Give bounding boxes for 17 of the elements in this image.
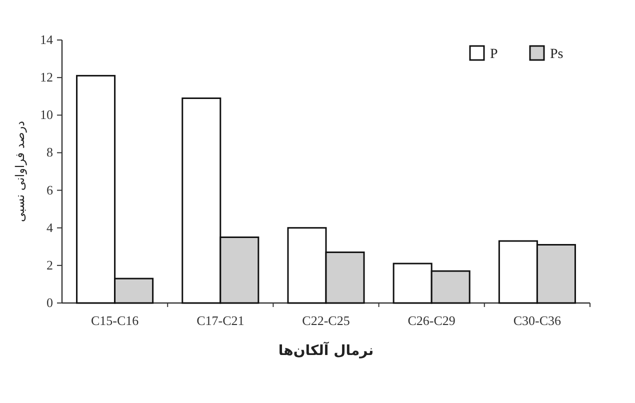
y-tick-label: 4 (46, 220, 54, 235)
x-tick-label: C26-C29 (408, 313, 456, 328)
x-tick-label: C17-C21 (196, 313, 244, 328)
x-tick-label: C22-C25 (302, 313, 350, 328)
x-tick-label: C30-C36 (513, 313, 562, 328)
y-tick-label: 14 (40, 32, 54, 47)
y-tick-label: 2 (46, 257, 53, 272)
y-tick-label: 12 (40, 70, 53, 85)
x-axis-title: نرمال آلکان‌ها (278, 341, 374, 359)
y-tick-label: 10 (40, 107, 53, 122)
legend-label: P (490, 47, 498, 62)
x-tick-label: C15-C16 (90, 313, 140, 328)
legend-label: Ps (550, 47, 564, 62)
y-axis-title: درصد فراوانی نسبی (13, 120, 27, 222)
y-tick-label: 8 (46, 144, 53, 160)
y-tick-label: 6 (46, 182, 54, 198)
y-tick-label: 0 (46, 295, 53, 310)
